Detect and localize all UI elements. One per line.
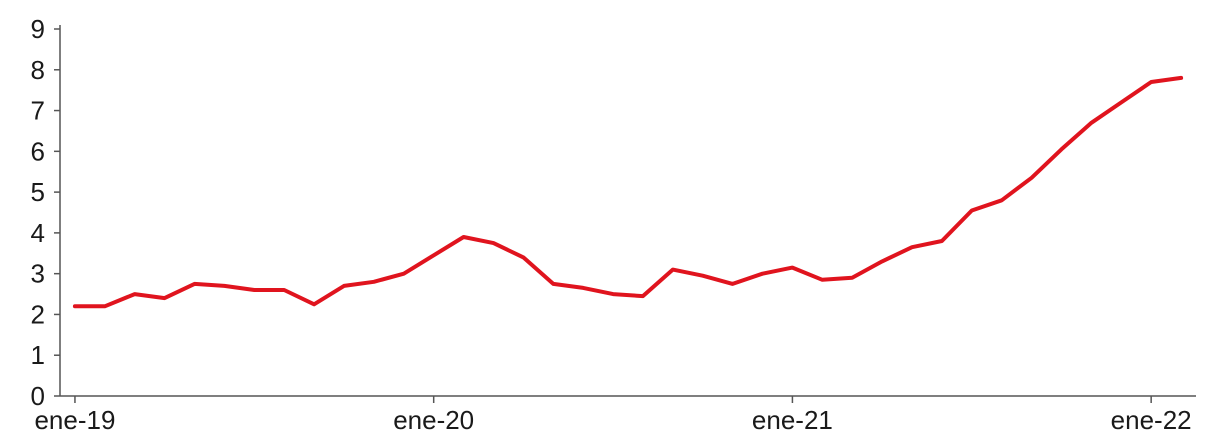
- y-tick-label: 7: [31, 96, 45, 126]
- x-tick-label: ene-22: [1111, 405, 1192, 435]
- series-layer: [72, 75, 1184, 309]
- series-line: [72, 75, 1184, 309]
- y-tick-label: 4: [31, 218, 45, 248]
- y-tick-label: 6: [31, 136, 45, 166]
- y-tick-label: 1: [31, 340, 45, 370]
- x-tick-label: ene-19: [34, 405, 115, 435]
- y-tick-label: 0: [31, 381, 45, 411]
- y-tick-label: 8: [31, 55, 45, 85]
- x-tick-label: ene-20: [393, 405, 474, 435]
- x-tick-label: ene-21: [752, 405, 833, 435]
- y-tick-label: 9: [31, 14, 45, 44]
- y-tick-label: 3: [31, 259, 45, 289]
- y-tick-label: 5: [31, 177, 45, 207]
- x-axis: ene-19 ene-20 ene-21 ene-22: [34, 395, 1196, 435]
- y-tick-label: 2: [31, 299, 45, 329]
- y-axis: 0 1 2 3 4 5 6 7 8 9: [31, 14, 61, 411]
